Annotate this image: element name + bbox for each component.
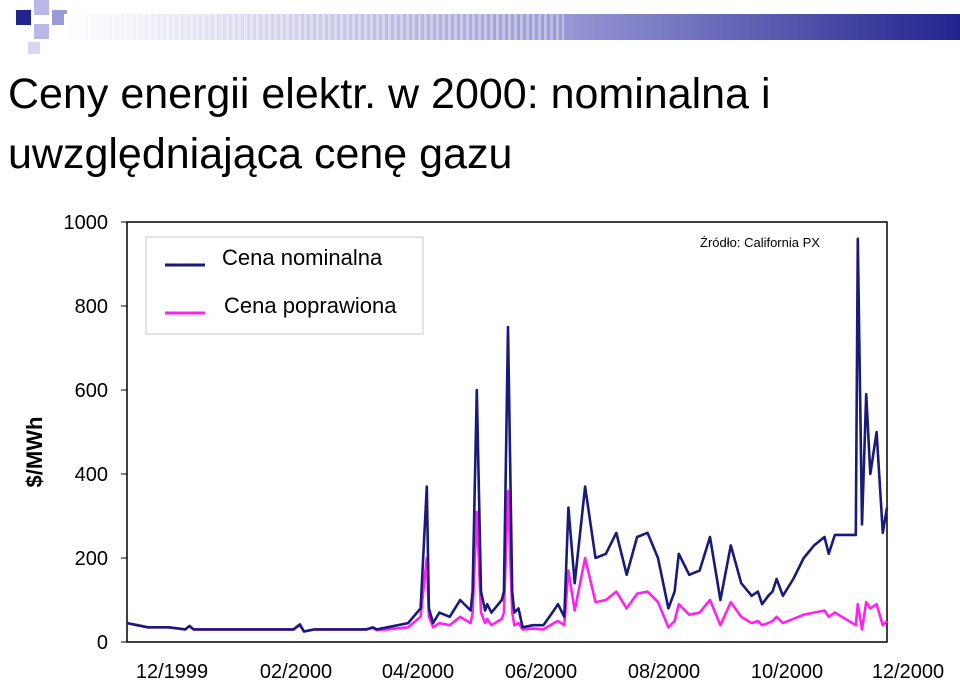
chart-source-note: Źródło: California PX — [700, 235, 820, 250]
x-tick-label: 12/1999 — [136, 661, 208, 683]
x-tick-label: 02/2000 — [260, 661, 332, 683]
y-tick-label: 600 — [75, 380, 108, 402]
y-axis-label: $/MWh — [22, 417, 47, 488]
header-gradient-bar — [64, 14, 960, 40]
deco-square-2 — [34, 0, 49, 15]
slide-title-line-1: Ceny energii elektr. w 2000: nominalna i — [8, 70, 771, 118]
slide-title: Ceny energii elektr. w 2000: nominalna i… — [8, 64, 938, 184]
y-tick-label: 800 — [75, 296, 108, 318]
x-axis-ticks: 12/1999 02/2000 04/2000 06/2000 08/2000 10/20… — [136, 661, 944, 683]
deco-square-4 — [52, 10, 67, 25]
deco-square-1 — [16, 10, 31, 25]
legend: Cena nominalna Cena poprawiona — [145, 236, 424, 335]
y-axis-ticks: 0 200 400 600 800 1000 — [64, 212, 127, 654]
x-tick-label: 10/2000 — [751, 661, 823, 683]
x-tick-label: 06/2000 — [505, 661, 577, 683]
y-tick-label: 400 — [75, 464, 108, 486]
series-lines — [126, 237, 889, 633]
deco-square-3 — [34, 24, 49, 39]
x-tick-label: 08/2000 — [628, 661, 700, 683]
series-line-nominal — [126, 237, 889, 633]
y-tick-label: 0 — [97, 632, 108, 654]
x-tick-label: 04/2000 — [382, 661, 454, 683]
legend-label-adjusted: Cena poprawiona — [224, 293, 397, 318]
x-tick-label: 12/2000 — [872, 661, 944, 683]
y-tick-label: 1000 — [64, 212, 109, 234]
legend-box — [145, 236, 424, 335]
y-tick-label: 200 — [75, 548, 108, 570]
legend-label-nominal: Cena nominalna — [222, 245, 383, 270]
slide-title-line-2: uwzględniająca cenę gazu — [8, 130, 513, 178]
deco-square-5 — [28, 42, 40, 54]
